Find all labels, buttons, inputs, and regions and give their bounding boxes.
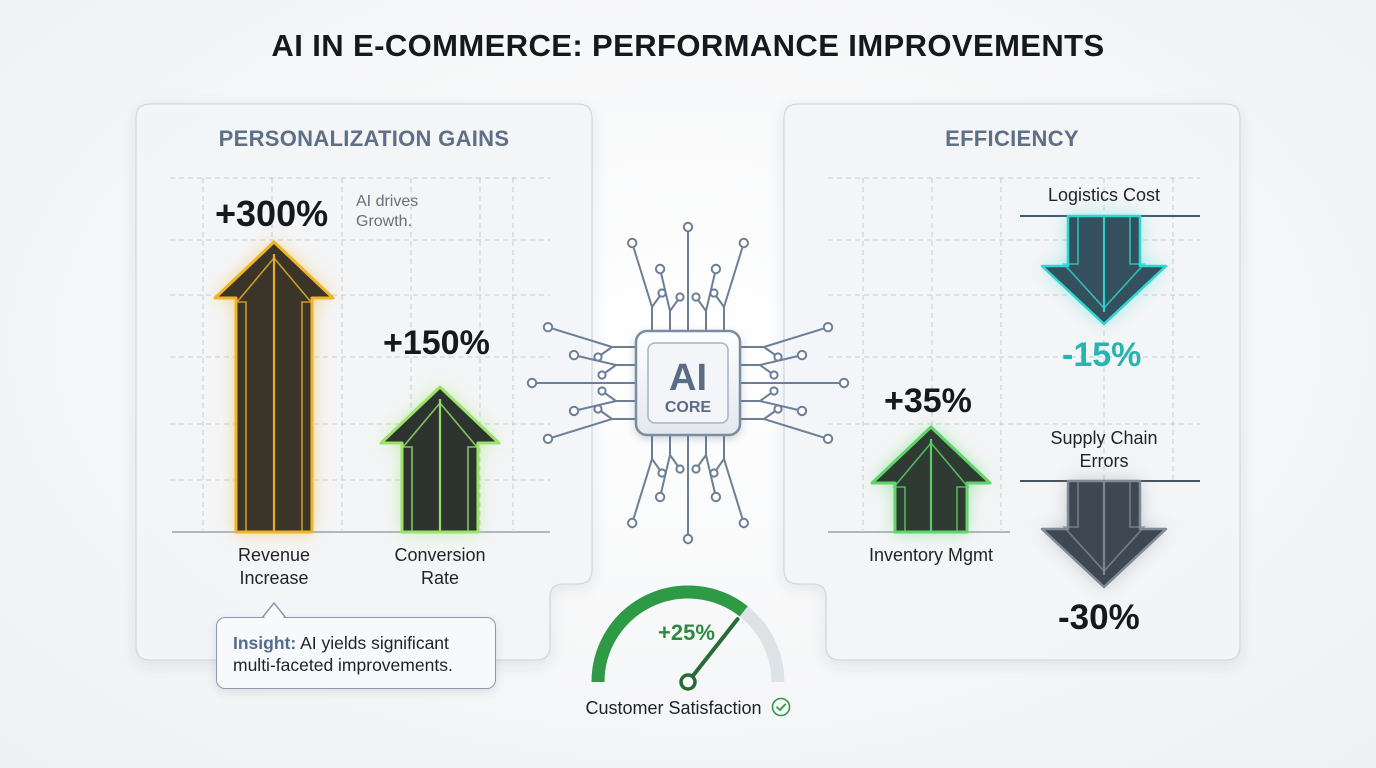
chip-subtitle: CORE xyxy=(665,399,712,416)
growth-annotation: AI drives Growth. xyxy=(356,192,418,232)
revenue-bar xyxy=(213,240,335,534)
circuit-node xyxy=(710,263,722,275)
circuit-node xyxy=(627,237,638,249)
circuit-node xyxy=(542,322,554,333)
inventory-category-label: Inventory Mgmt xyxy=(868,545,994,565)
conversion-label-line-2: Rate xyxy=(420,568,460,588)
circuit-node xyxy=(654,491,666,503)
personalization-title: PERSONALIZATION GAINS xyxy=(218,126,510,151)
inventory-value-label: +35% xyxy=(884,382,972,420)
circuit-node xyxy=(773,352,783,362)
logistics-bar xyxy=(1040,214,1168,326)
logistics-value-label: -15% xyxy=(1062,336,1142,374)
gauge-hub xyxy=(679,673,697,691)
circuit-node xyxy=(675,464,685,474)
circuit-node xyxy=(796,349,808,361)
circuit-node xyxy=(542,433,554,444)
circuit-traces xyxy=(532,227,844,539)
circuit-node xyxy=(597,370,607,380)
insight-box: Insight: AI yields significant multi-fac… xyxy=(216,617,496,689)
page-title: AI IN E-COMMERCE: PERFORMANCE IMPROVEMEN… xyxy=(271,28,1105,63)
circuit-node xyxy=(568,405,580,417)
gauge-label: Customer Satisfaction xyxy=(585,698,762,718)
supply-label-line-2: Errors xyxy=(1079,451,1129,471)
gauge-needle xyxy=(686,617,740,684)
left-grid xyxy=(170,177,550,530)
circuit-node xyxy=(769,370,779,380)
circuit-node xyxy=(682,533,694,545)
circuit-node xyxy=(627,517,638,529)
insight-text-2: multi-faceted improvements. xyxy=(233,655,453,675)
conversion-bar xyxy=(379,385,501,534)
logistics-category-label: Logistics Cost xyxy=(1047,185,1161,205)
revenue-value-label: +300% xyxy=(215,193,329,234)
circuit-node xyxy=(691,464,701,474)
circuit-node xyxy=(682,221,694,233)
circuit-node xyxy=(597,386,607,396)
circuit-node xyxy=(709,468,719,478)
supply-label-line-1: Supply Chain xyxy=(1050,428,1158,448)
annotation-line-1: AI drives xyxy=(356,193,419,210)
circuit-node xyxy=(738,517,749,529)
supply-category-label: Supply Chain Errors xyxy=(1020,427,1188,473)
circuit-node xyxy=(773,404,783,414)
supply-value-label: -30% xyxy=(1058,598,1140,637)
circuit-node xyxy=(657,468,667,478)
circuit-node xyxy=(838,377,850,389)
circuit-node xyxy=(822,322,834,333)
conversion-value-label: +150% xyxy=(383,324,490,362)
circuit-node xyxy=(654,263,666,275)
circuit-node xyxy=(593,404,603,414)
circuit-node xyxy=(822,433,834,444)
circuit-node xyxy=(657,288,667,298)
revenue-label-line-1: Revenue xyxy=(237,545,311,565)
annotation-line-2: Growth. xyxy=(356,213,413,230)
circuit-node xyxy=(593,352,603,362)
circuit-node xyxy=(568,349,580,361)
circuit-node xyxy=(709,288,719,298)
revenue-category-label: Revenue Increase xyxy=(204,544,344,590)
efficiency-title: EFFICIENCY xyxy=(945,126,1079,151)
check-circle-icon xyxy=(771,697,791,723)
circuit-node xyxy=(691,292,701,302)
revenue-label-line-2: Increase xyxy=(239,568,309,588)
insight-keyword: Insight: xyxy=(233,633,297,653)
conversion-category-label: Conversion Rate xyxy=(370,544,510,590)
insight-text-1: AI yields significant xyxy=(296,633,449,653)
chip-title: AI xyxy=(669,357,707,399)
chip-die xyxy=(647,342,729,424)
insight-line-1: Insight: AI yields significant xyxy=(233,632,495,654)
circuit-node xyxy=(769,386,779,396)
supply-bar xyxy=(1040,479,1168,589)
circuit-node xyxy=(675,292,685,302)
circuit-nodes xyxy=(526,221,850,545)
gauge-fill xyxy=(591,585,748,683)
circuit-node xyxy=(796,405,808,417)
inventory-bar xyxy=(870,425,992,534)
gauge-value-label: +25% xyxy=(658,620,715,645)
conversion-label-line-1: Conversion xyxy=(394,545,486,565)
circuit-node xyxy=(738,237,749,249)
circuit-node xyxy=(710,491,722,503)
circuit-node xyxy=(526,377,538,389)
gauge-label-row: Customer Satisfaction xyxy=(560,697,816,723)
